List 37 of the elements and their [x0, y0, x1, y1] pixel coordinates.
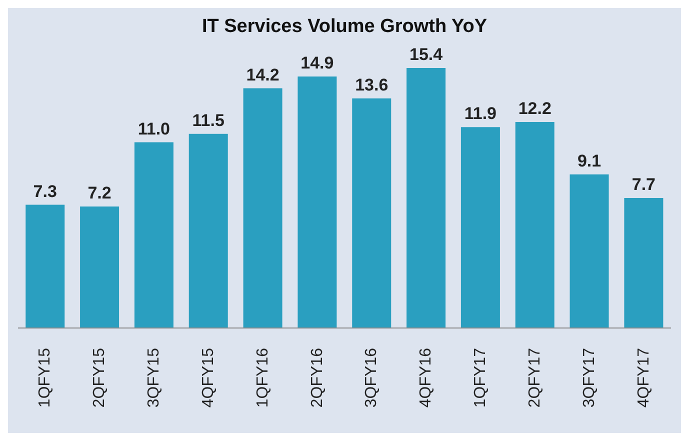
bar: [570, 174, 609, 328]
x-tick-label: 3QFY15: [146, 348, 163, 408]
data-label: 11.0: [138, 119, 170, 138]
data-label: 14.9: [300, 53, 334, 72]
x-tick-label: 1QFY16: [254, 348, 272, 408]
data-label: 7.3: [33, 182, 57, 201]
x-tick-label: 1QFY17: [472, 348, 490, 408]
chart-title: IT Services Volume Growth YoY: [200, 15, 488, 38]
bar: [298, 76, 337, 328]
data-label: 15.4: [409, 45, 444, 64]
x-tick-label: 2QFY15: [91, 348, 108, 408]
bar: [406, 68, 446, 328]
data-label: 11.5: [192, 110, 224, 130]
x-tick-label: 4QFY15: [200, 348, 217, 408]
bar: [624, 198, 664, 328]
x-tick-label: 2QFY16: [308, 348, 326, 408]
data-label: 12.2: [518, 99, 552, 118]
data-label: 13.6: [355, 75, 388, 94]
bar: [460, 127, 500, 328]
x-tick-label: 4QFY16: [418, 348, 435, 408]
bar: [188, 134, 228, 328]
data-label: 9.1: [577, 151, 602, 170]
bar: [80, 206, 120, 328]
x-tick-label: 1QFY15: [36, 348, 54, 408]
x-tick-label: 3QFY16: [363, 348, 380, 408]
x-tick-label: 3QFY17: [580, 348, 598, 408]
x-tick-label: 4QFY17: [635, 348, 652, 408]
bar: [26, 204, 65, 328]
data-label: 7.2: [88, 183, 112, 202]
data-label: 7.7: [632, 175, 656, 194]
bar: [352, 98, 392, 328]
bar: [243, 88, 282, 328]
data-label: 14.2: [246, 65, 280, 84]
bar: [134, 142, 174, 328]
bar: [515, 122, 554, 328]
x-tick-label: 2QFY17: [526, 348, 544, 408]
data-label: 11.9: [464, 104, 497, 124]
